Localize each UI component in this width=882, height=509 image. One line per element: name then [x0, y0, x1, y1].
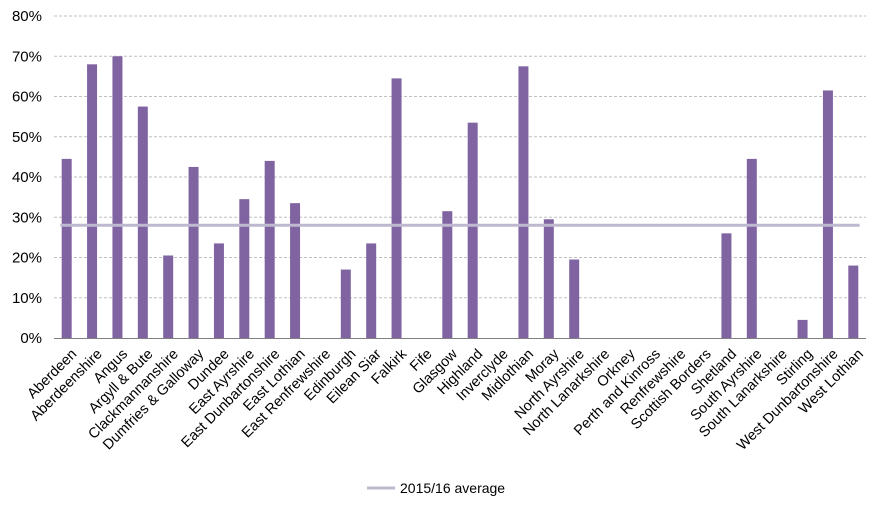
bar — [721, 233, 732, 338]
bar — [112, 56, 123, 338]
y-tick-label: 40% — [12, 169, 42, 186]
y-tick-label: 0% — [20, 330, 42, 347]
bar — [188, 166, 199, 338]
bar — [163, 255, 174, 338]
bar — [87, 64, 98, 339]
bar — [239, 199, 250, 338]
bar — [518, 66, 529, 338]
bar — [797, 319, 808, 338]
bar — [290, 203, 301, 338]
bar — [137, 106, 148, 338]
bar — [467, 122, 478, 338]
bar — [822, 90, 833, 339]
y-tick-label: 30% — [12, 209, 42, 226]
bar — [61, 158, 72, 338]
bars — [61, 56, 859, 339]
legend-label-average: 2015/16 average — [400, 480, 505, 496]
bar — [848, 265, 859, 338]
legend: 2015/16 average — [367, 480, 505, 496]
gridlines — [54, 15, 866, 299]
bar — [366, 243, 377, 338]
bar — [340, 269, 351, 338]
bar — [213, 243, 224, 338]
y-tick-label: 80% — [12, 8, 42, 25]
bar — [569, 259, 580, 338]
y-tick-label: 70% — [12, 48, 42, 65]
y-tick-label: 20% — [12, 250, 42, 267]
bar — [543, 219, 554, 338]
bar — [442, 211, 453, 338]
bar — [391, 78, 402, 338]
bar — [746, 158, 757, 338]
y-tick-label: 60% — [12, 89, 42, 106]
y-tick-label: 10% — [12, 290, 42, 307]
y-axis-ticks: 0% 10% 20% 30% 40% 50% 60% 70% 80% — [12, 8, 42, 347]
bar — [264, 160, 275, 338]
y-tick-label: 50% — [12, 129, 42, 146]
